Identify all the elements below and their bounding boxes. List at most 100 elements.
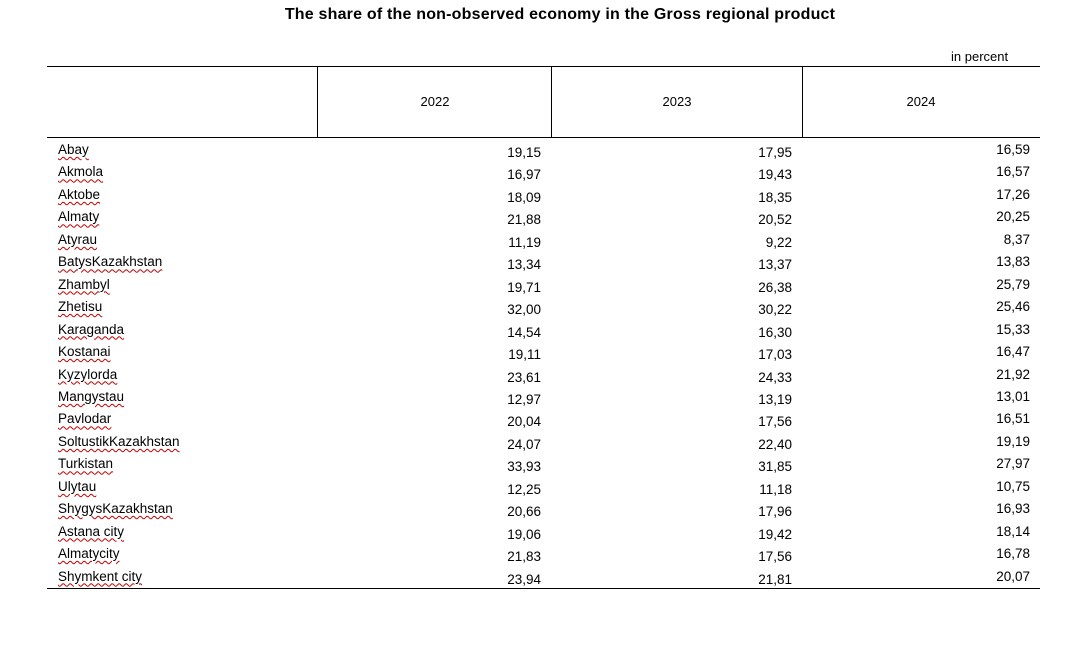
table-row: Almaty 21,88 20,52 20,25: [0, 209, 1078, 231]
value-cell-2022: 19,11: [508, 347, 541, 363]
value-cell-2024: 27,97: [996, 456, 1030, 472]
value-cell-2024: 16,57: [996, 164, 1030, 180]
value-cell-2022: 18,09: [507, 189, 541, 205]
value-cell-2023: 17,95: [758, 145, 792, 160]
table-title: The share of the non-observed economy in…: [284, 6, 836, 23]
table-row: Karaganda 14,54 16,30 15,33: [0, 322, 1078, 344]
table-row: Kyzylorda 23,61 24,33 21,92: [0, 367, 1078, 389]
value-cell-2022: 19,71: [507, 279, 541, 295]
table-row: Turkistan 33,93 31,85 27,97: [0, 456, 1078, 478]
region-name: ShygysKazakhstan: [58, 501, 173, 517]
table-row: Akmola 16,97 19,43 16,57: [0, 164, 1078, 186]
column-header-2022: 2022: [420, 94, 450, 109]
value-cell-2022: 12,97: [507, 391, 541, 407]
value-cell-2024: 13,01: [996, 388, 1030, 404]
value-cell-2024: 15,33: [996, 321, 1030, 337]
value-cell-2024: 20,25: [996, 209, 1030, 225]
region-name: Almatycity: [58, 546, 120, 562]
region-name: Pavlodar: [58, 411, 112, 427]
unit-label: in percent: [951, 49, 1009, 64]
value-cell-2023: 20,52: [758, 212, 792, 228]
table-row: Shymkent city 23,94 21,81 20,07: [0, 569, 1078, 591]
value-cell-2022: 32,00: [507, 302, 541, 318]
region-name: Turkistan: [58, 456, 114, 472]
value-cell-2023: 13,37: [758, 257, 792, 273]
region-name: Kostanai: [58, 344, 111, 360]
table-row: Mangystau 12,97 13,19 13,01: [0, 389, 1078, 411]
value-cell-2022: 21,83: [507, 549, 541, 565]
value-cell-2024: 21,92: [996, 366, 1030, 382]
region-name: Abay: [58, 142, 89, 157]
table-row: Zhambyl 19,71 26,38 25,79: [0, 277, 1078, 299]
region-name: Ulytau: [58, 478, 97, 494]
region-name: Zhetisu: [58, 299, 103, 315]
table-row: Atyrau 11,19 9,22 8,37: [0, 232, 1078, 254]
value-cell-2022: 33,93: [507, 459, 541, 475]
column-divider: [317, 67, 318, 137]
value-cell-2024: 16,59: [996, 142, 1030, 157]
value-cell-2024: 16,78: [996, 546, 1030, 562]
value-cell-2022: 20,04: [507, 414, 541, 430]
column-divider: [802, 67, 803, 137]
value-cell-2023: 13,19: [758, 391, 792, 407]
value-cell-2022: 24,07: [507, 436, 541, 452]
table-row: Abay 19,15 17,95 16,59: [0, 142, 1078, 164]
value-cell-2023: 9,22: [765, 234, 792, 250]
value-cell-2022: 19,06: [507, 526, 541, 542]
value-cell-2024: 10,75: [996, 478, 1030, 494]
value-cell-2024: 8,37: [1003, 231, 1030, 247]
value-cell-2022: 13,34: [507, 257, 541, 273]
value-cell-2024: 19,19: [996, 433, 1030, 449]
value-cell-2024: 25,46: [996, 299, 1030, 315]
value-cell-2023: 31,85: [758, 459, 792, 475]
value-cell-2024: 25,79: [996, 276, 1030, 292]
region-name: Aktobe: [58, 186, 101, 202]
table-row: Astana city 19,06 19,42 18,14: [0, 524, 1078, 546]
region-name: Atyrau: [58, 231, 98, 247]
region-name: Karaganda: [58, 321, 125, 337]
region-name: Astana city: [58, 523, 125, 539]
value-cell-2022: 12,25: [507, 481, 541, 497]
value-cell-2022: 21,88: [507, 212, 541, 228]
table-row: Almatycity 21,83 17,56 16,78: [0, 546, 1078, 568]
value-cell-2023: 17,56: [758, 549, 792, 565]
value-cell-2022: 20,66: [507, 504, 541, 520]
region-name: SoltustikKazakhstan: [58, 433, 180, 449]
value-cell-2023: 17,56: [758, 414, 792, 430]
table-top-border: [47, 66, 1040, 67]
table-row: Kostanai 19,11 17,03 16,47: [0, 344, 1078, 366]
value-cell-2024: 17,26: [996, 186, 1030, 202]
value-cell-2022: 11,19: [508, 234, 541, 250]
value-cell-2024: 20,07: [996, 568, 1030, 584]
value-cell-2023: 24,33: [758, 369, 792, 385]
value-cell-2024: 13,83: [996, 254, 1030, 270]
value-cell-2022: 23,61: [507, 369, 541, 385]
region-name: Akmola: [58, 164, 104, 180]
value-cell-2023: 17,03: [758, 347, 792, 363]
table-row: Zhetisu 32,00 30,22 25,46: [0, 299, 1078, 321]
value-cell-2023: 30,22: [758, 302, 792, 318]
value-cell-2024: 16,47: [996, 344, 1030, 360]
value-cell-2023: 19,42: [758, 526, 792, 542]
value-cell-2024: 16,51: [996, 411, 1030, 427]
table-row: ShygysKazakhstan 20,66 17,96 16,93: [0, 501, 1078, 523]
table-row: BatysKazakhstan 13,34 13,37 13,83: [0, 254, 1078, 276]
value-cell-2023: 26,38: [758, 279, 792, 295]
region-name: BatysKazakhstan: [58, 254, 163, 270]
value-cell-2023: 17,96: [758, 504, 792, 520]
header-bottom-border: [47, 137, 1040, 138]
column-header-2023: 2023: [662, 94, 692, 109]
region-name: Zhambyl: [58, 276, 110, 292]
value-cell-2024: 18,14: [996, 523, 1030, 539]
value-cell-2024: 16,93: [996, 501, 1030, 517]
value-cell-2023: 16,30: [758, 324, 792, 340]
value-cell-2022: 14,54: [507, 324, 541, 340]
column-divider: [551, 67, 552, 137]
table-row: SoltustikKazakhstan 24,07 22,40 19,19: [0, 434, 1078, 456]
value-cell-2022: 23,94: [507, 571, 541, 587]
value-cell-2022: 19,15: [507, 145, 541, 160]
table-row: Ulytau 12,25 11,18 10,75: [0, 479, 1078, 501]
region-name: Shymkent city: [58, 568, 143, 584]
table-row: Pavlodar 20,04 17,56 16,51: [0, 411, 1078, 433]
value-cell-2023: 19,43: [758, 167, 792, 183]
